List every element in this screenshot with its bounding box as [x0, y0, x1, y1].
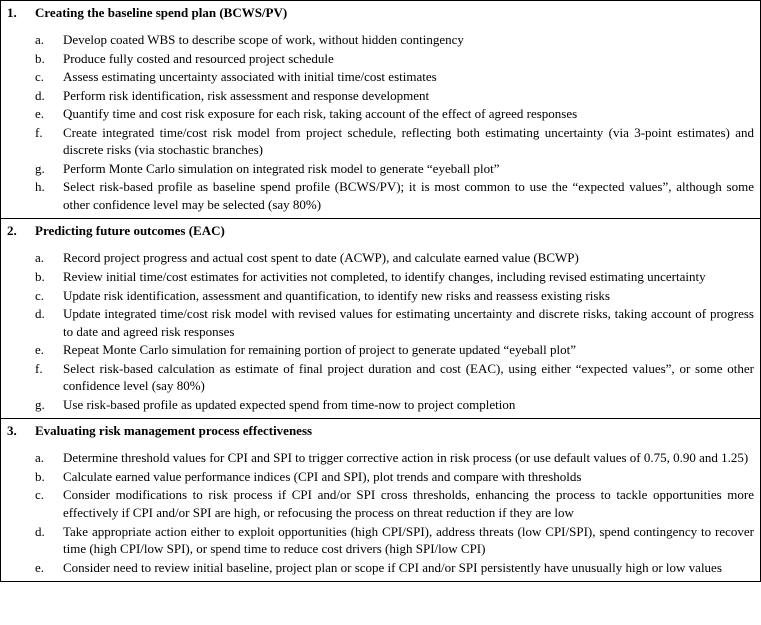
item-letter: g.	[35, 396, 63, 414]
item-text: Repeat Monte Carlo simulation for remain…	[63, 341, 754, 359]
item-letter: g.	[35, 160, 63, 178]
indent-spacer	[7, 249, 35, 267]
indent-spacer	[7, 486, 35, 521]
list-item: d.Update integrated time/cost risk model…	[7, 305, 754, 340]
item-letter: a.	[35, 31, 63, 49]
item-letter: a.	[35, 449, 63, 467]
indent-spacer	[7, 449, 35, 467]
item-text: Develop coated WBS to describe scope of …	[63, 31, 754, 49]
indent-spacer	[7, 468, 35, 486]
item-text: Perform Monte Carlo simulation on integr…	[63, 160, 754, 178]
indent-spacer	[7, 287, 35, 305]
indent-spacer	[7, 160, 35, 178]
item-letter: c.	[35, 486, 63, 521]
indent-spacer	[7, 305, 35, 340]
indent-spacer	[7, 559, 35, 577]
item-letter: h.	[35, 178, 63, 213]
section-number: 1.	[7, 5, 35, 21]
section-items: a.Determine threshold values for CPI and…	[7, 449, 754, 576]
section-header: 1.Creating the baseline spend plan (BCWS…	[7, 5, 754, 21]
item-letter: e.	[35, 559, 63, 577]
list-item: a.Determine threshold values for CPI and…	[7, 449, 754, 467]
item-text: Assess estimating uncertainty associated…	[63, 68, 754, 86]
list-item: g.Use risk-based profile as updated expe…	[7, 396, 754, 414]
section-items: a.Record project progress and actual cos…	[7, 249, 754, 413]
indent-spacer	[7, 360, 35, 395]
section-header: 2.Predicting future outcomes (EAC)	[7, 223, 754, 239]
item-text: Select risk-based profile as baseline sp…	[63, 178, 754, 213]
list-item: h.Select risk-based profile as baseline …	[7, 178, 754, 213]
item-text: Perform risk identification, risk assess…	[63, 87, 754, 105]
item-letter: c.	[35, 68, 63, 86]
item-text: Calculate earned value performance indic…	[63, 468, 754, 486]
list-item: b.Review initial time/cost estimates for…	[7, 268, 754, 286]
item-letter: a.	[35, 249, 63, 267]
section-number: 3.	[7, 423, 35, 439]
list-item: e.Repeat Monte Carlo simulation for rema…	[7, 341, 754, 359]
item-text: Consider need to review initial baseline…	[63, 559, 754, 577]
list-item: a.Develop coated WBS to describe scope o…	[7, 31, 754, 49]
section-cell: 2.Predicting future outcomes (EAC) a.Reco…	[1, 219, 761, 419]
section-cell: 3.Evaluating risk management process eff…	[1, 419, 761, 582]
item-letter: d.	[35, 523, 63, 558]
item-text: Update integrated time/cost risk model w…	[63, 305, 754, 340]
list-item: f.Select risk-based calculation as estim…	[7, 360, 754, 395]
item-text: Create integrated time/cost risk model f…	[63, 124, 754, 159]
item-text: Determine threshold values for CPI and S…	[63, 449, 754, 467]
section-cell: 1.Creating the baseline spend plan (BCWS…	[1, 1, 761, 219]
list-item: e.Consider need to review initial baseli…	[7, 559, 754, 577]
list-item: c.Update risk identification, assessment…	[7, 287, 754, 305]
item-letter: f.	[35, 124, 63, 159]
indent-spacer	[7, 341, 35, 359]
item-letter: d.	[35, 87, 63, 105]
list-item: b.Calculate earned value performance ind…	[7, 468, 754, 486]
item-text: Review initial time/cost estimates for a…	[63, 268, 754, 286]
item-letter: f.	[35, 360, 63, 395]
item-letter: c.	[35, 287, 63, 305]
item-letter: d.	[35, 305, 63, 340]
item-text: Use risk-based profile as updated expect…	[63, 396, 754, 414]
indent-spacer	[7, 87, 35, 105]
indent-spacer	[7, 105, 35, 123]
item-text: Take appropriate action either to exploi…	[63, 523, 754, 558]
item-letter: b.	[35, 268, 63, 286]
indent-spacer	[7, 124, 35, 159]
section-title: Creating the baseline spend plan (BCWS/P…	[35, 5, 754, 21]
list-item: d.Take appropriate action either to expl…	[7, 523, 754, 558]
item-text: Consider modifications to risk process i…	[63, 486, 754, 521]
indent-spacer	[7, 68, 35, 86]
indent-spacer	[7, 268, 35, 286]
section-title: Predicting future outcomes (EAC)	[35, 223, 754, 239]
indent-spacer	[7, 523, 35, 558]
item-text: Record project progress and actual cost …	[63, 249, 754, 267]
list-item: a.Record project progress and actual cos…	[7, 249, 754, 267]
item-letter: e.	[35, 105, 63, 123]
item-text: Quantify time and cost risk exposure for…	[63, 105, 754, 123]
list-item: f.Create integrated time/cost risk model…	[7, 124, 754, 159]
indent-spacer	[7, 178, 35, 213]
list-item: c.Assess estimating uncertainty associat…	[7, 68, 754, 86]
section-number: 2.	[7, 223, 35, 239]
section-title: Evaluating risk management process effec…	[35, 423, 754, 439]
item-text: Produce fully costed and resourced proje…	[63, 50, 754, 68]
item-letter: b.	[35, 468, 63, 486]
list-item: e.Quantify time and cost risk exposure f…	[7, 105, 754, 123]
item-letter: e.	[35, 341, 63, 359]
list-item: g.Perform Monte Carlo simulation on inte…	[7, 160, 754, 178]
item-text: Update risk identification, assessment a…	[63, 287, 754, 305]
sections-table: 1.Creating the baseline spend plan (BCWS…	[0, 0, 761, 582]
list-item: d.Perform risk identification, risk asse…	[7, 87, 754, 105]
section-header: 3.Evaluating risk management process eff…	[7, 423, 754, 439]
indent-spacer	[7, 31, 35, 49]
list-item: b.Produce fully costed and resourced pro…	[7, 50, 754, 68]
section-items: a.Develop coated WBS to describe scope o…	[7, 31, 754, 213]
indent-spacer	[7, 396, 35, 414]
item-letter: b.	[35, 50, 63, 68]
item-text: Select risk-based calculation as estimat…	[63, 360, 754, 395]
indent-spacer	[7, 50, 35, 68]
list-item: c.Consider modifications to risk process…	[7, 486, 754, 521]
